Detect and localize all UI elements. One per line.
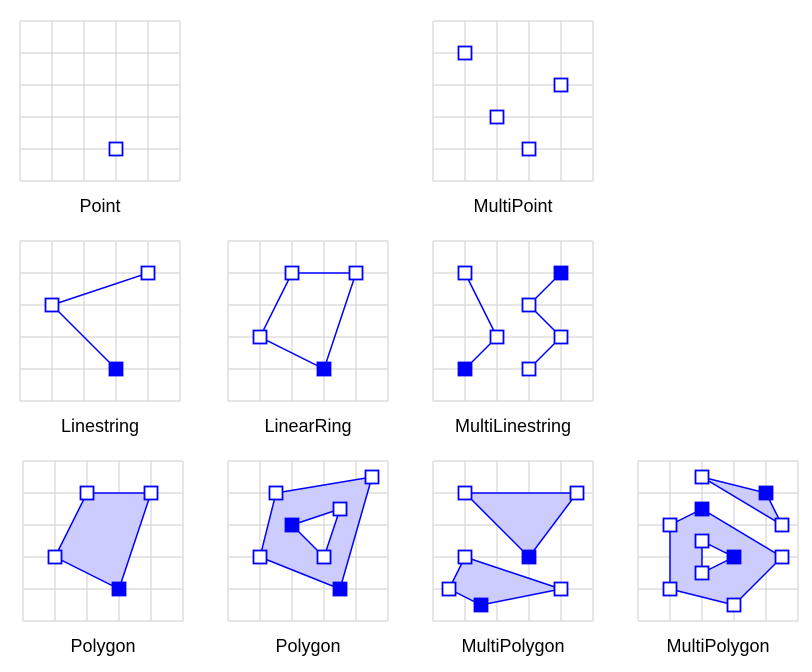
filled-vertex-marker <box>521 549 537 565</box>
panel-label: Polygon <box>70 636 135 656</box>
vertex-marker <box>774 517 790 533</box>
vertex-marker <box>252 329 268 345</box>
filled-vertex-marker <box>332 581 348 597</box>
vertex-marker <box>457 45 473 61</box>
filled-vertex-marker <box>758 485 774 501</box>
panel-linearring: LinearRing <box>227 240 389 436</box>
vertex-marker <box>521 141 537 157</box>
filled-vertex-marker <box>726 549 742 565</box>
panel-label: MultiPolygon <box>666 636 769 656</box>
filled-vertex-marker <box>284 517 300 533</box>
vertex-marker <box>348 265 364 281</box>
vertex-marker <box>47 549 63 565</box>
vertex-marker <box>457 265 473 281</box>
vertex-marker <box>316 549 332 565</box>
vertex-marker <box>662 517 678 533</box>
vertex-marker <box>108 141 124 157</box>
panel-multipoint: MultiPoint <box>432 20 594 216</box>
vertex-marker <box>694 533 710 549</box>
filled-vertex-marker <box>473 597 489 613</box>
panel-label: MultiPoint <box>473 196 552 216</box>
filled-vertex-marker <box>457 361 473 377</box>
vertex-marker <box>662 581 678 597</box>
vertex-marker <box>553 329 569 345</box>
vertex-marker <box>140 265 156 281</box>
panel-label: MultiPolygon <box>461 636 564 656</box>
vertex-marker <box>726 597 742 613</box>
vertex-marker <box>284 265 300 281</box>
grid <box>227 240 389 402</box>
polygon-shape <box>54 492 152 590</box>
line-path <box>464 272 498 370</box>
vertex-marker <box>521 297 537 313</box>
vertex-marker <box>774 549 790 565</box>
line-path <box>258 272 358 371</box>
vertex-marker <box>268 485 284 501</box>
panel-multilinestring: MultiLinestring <box>432 240 594 436</box>
panel-point: Point <box>19 20 181 216</box>
line-path <box>527 272 563 370</box>
filled-vertex-marker <box>108 361 124 377</box>
vertex-marker <box>553 581 569 597</box>
panel-label: MultiLinestring <box>455 416 571 436</box>
vertex-marker <box>489 109 505 125</box>
panel-label: LinearRing <box>264 416 351 436</box>
grid <box>432 20 594 182</box>
vertex-marker <box>44 297 60 313</box>
filled-vertex-marker <box>316 361 332 377</box>
vertex-marker <box>694 469 710 485</box>
vertex-marker <box>521 361 537 377</box>
filled-vertex-marker <box>111 581 127 597</box>
panel-label: Polygon <box>275 636 340 656</box>
panel-polygon-with-hole: Polygon <box>227 460 389 656</box>
grid <box>19 20 181 182</box>
grid <box>432 240 594 402</box>
vertex-marker <box>553 77 569 93</box>
vertex-marker <box>79 485 95 501</box>
panel-label: Point <box>79 196 120 216</box>
vertex-marker <box>489 329 505 345</box>
vertex-marker <box>441 581 457 597</box>
panel-multipolygon: MultiPolygon <box>432 460 594 656</box>
panel-polygon: Polygon <box>22 460 184 656</box>
filled-vertex-marker <box>694 501 710 517</box>
polygon-shape <box>464 492 578 558</box>
panel-multipolygon-2: MultiPolygon <box>637 460 799 656</box>
vertex-marker <box>694 565 710 581</box>
panel-linestring: Linestring <box>19 240 181 436</box>
vertex-marker <box>252 549 268 565</box>
vertex-marker <box>569 485 585 501</box>
filled-vertex-marker <box>553 265 569 281</box>
vertex-marker <box>332 501 348 517</box>
line-path <box>50 272 149 370</box>
grid <box>19 240 181 402</box>
vertex-marker <box>457 485 473 501</box>
vertex-marker <box>457 549 473 565</box>
panel-label: Linestring <box>61 416 139 436</box>
vertex-marker <box>364 469 380 485</box>
polygon-shape <box>701 476 783 526</box>
vertex-marker <box>143 485 159 501</box>
